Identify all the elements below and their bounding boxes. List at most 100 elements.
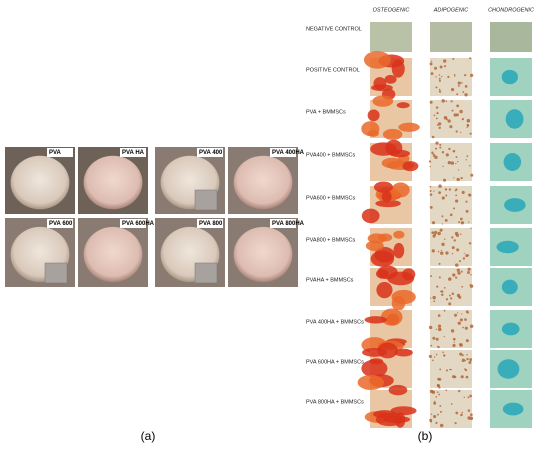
stain <box>445 298 449 301</box>
stain <box>462 257 466 260</box>
stain <box>450 368 452 371</box>
label-box <box>47 219 73 228</box>
stain <box>458 389 461 393</box>
stain <box>466 155 469 157</box>
stain <box>448 188 452 191</box>
column-header: ADIPOGENIC <box>433 7 469 13</box>
stain-image <box>429 389 474 428</box>
sample-label: PVA 800 <box>199 221 223 227</box>
stain <box>459 109 463 114</box>
stain <box>466 120 469 123</box>
stain <box>452 149 456 153</box>
stain <box>442 178 447 182</box>
stain <box>469 73 474 77</box>
stain-image <box>429 184 472 225</box>
sample-label: PVA 800HA <box>272 221 305 227</box>
stain-image <box>429 57 474 97</box>
stain <box>364 316 387 324</box>
stain <box>439 404 442 407</box>
stain <box>463 252 465 255</box>
stain <box>382 128 403 140</box>
stain <box>437 314 441 317</box>
stain <box>456 177 460 182</box>
stain <box>375 269 389 279</box>
stain <box>453 239 456 242</box>
stain <box>381 191 392 203</box>
row-label: NEGATIVE CONTROL <box>306 26 362 32</box>
stain <box>445 118 448 121</box>
stain <box>455 162 457 165</box>
stain-image <box>429 99 472 139</box>
stain <box>457 85 460 87</box>
stain <box>460 221 465 225</box>
stain <box>467 396 470 399</box>
stain <box>464 368 468 372</box>
stain <box>457 271 461 275</box>
stain <box>468 193 472 197</box>
stain <box>453 74 456 76</box>
stain <box>444 218 448 222</box>
stain <box>469 416 474 421</box>
stain <box>454 313 458 317</box>
stain-image <box>428 141 474 182</box>
stain <box>442 59 447 63</box>
stain <box>455 194 458 197</box>
stain <box>461 285 464 288</box>
stain <box>402 161 419 172</box>
stain <box>439 143 442 146</box>
stain <box>455 276 458 279</box>
stain <box>441 99 445 103</box>
stain <box>451 246 455 250</box>
scaffold-disc <box>233 155 293 210</box>
stain <box>470 413 473 417</box>
stain <box>438 191 442 195</box>
stain <box>445 153 449 157</box>
stain <box>470 173 474 177</box>
stain <box>429 100 433 104</box>
stain <box>398 122 420 132</box>
stain <box>435 106 439 109</box>
stain <box>459 217 463 221</box>
image-bg <box>430 143 472 181</box>
stain <box>464 93 468 97</box>
stain <box>385 139 403 156</box>
stain <box>465 200 468 203</box>
stain <box>367 109 380 122</box>
stain <box>469 394 472 398</box>
stain-image <box>490 58 532 96</box>
stain-image <box>370 265 416 311</box>
column-header: OSTEOGENIC <box>373 7 410 13</box>
stain <box>381 157 403 169</box>
stain <box>441 75 443 78</box>
stain <box>451 252 454 255</box>
stain <box>459 318 463 322</box>
stain <box>433 400 436 403</box>
stain <box>435 328 438 330</box>
stain <box>428 354 432 359</box>
sample-label: PVA 400 <box>199 150 223 156</box>
stain <box>430 344 433 347</box>
stain <box>441 196 445 200</box>
stain <box>372 95 394 107</box>
stain <box>431 135 435 139</box>
stain <box>439 228 443 232</box>
stain <box>502 402 524 416</box>
sample-label: PVA <box>49 150 62 156</box>
stain <box>455 113 459 117</box>
stain <box>390 406 417 416</box>
stain <box>441 293 444 297</box>
stain <box>455 233 460 237</box>
stain-image <box>490 143 532 181</box>
stain <box>380 308 403 326</box>
stain <box>432 359 434 362</box>
stain <box>391 59 405 78</box>
stain <box>454 263 459 267</box>
stain <box>437 122 442 126</box>
stain <box>503 153 522 171</box>
row-label: PVA600 + BMMSCs <box>306 195 356 201</box>
stain-image <box>490 268 532 306</box>
stain <box>465 339 469 343</box>
stain <box>445 194 448 197</box>
stain <box>432 336 436 340</box>
